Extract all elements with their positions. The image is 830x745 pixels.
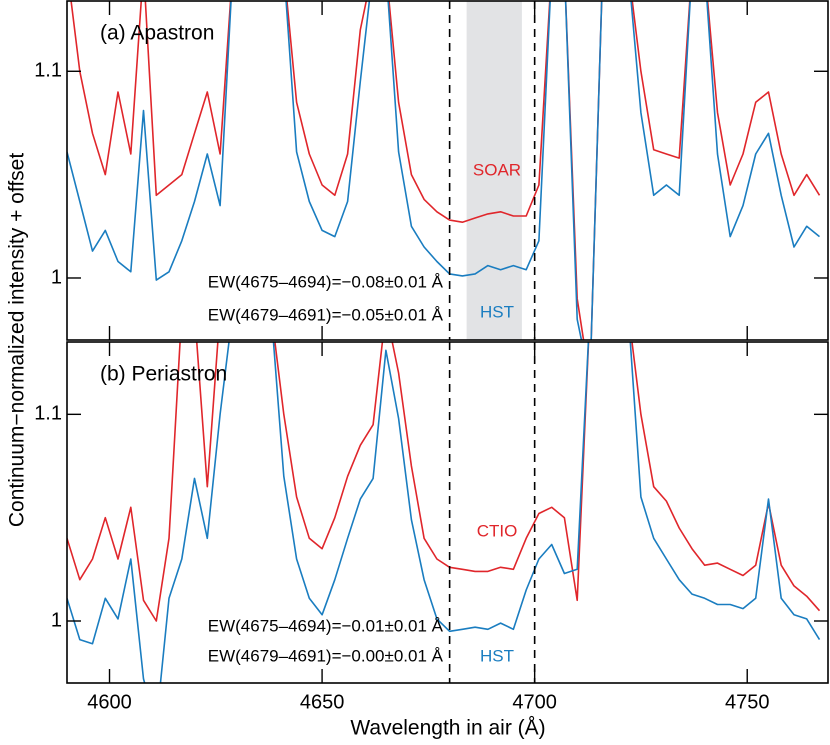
ew-annotation: EW(4679–4691)=−0.05±0.01 Å bbox=[208, 305, 444, 324]
x-tick-label: 4600 bbox=[87, 691, 132, 713]
ew-annotation: EW(4679–4691)=−0.00±0.01 Å bbox=[208, 646, 444, 665]
y-tick-label: 1 bbox=[51, 266, 62, 288]
y-tick-label: 1 bbox=[51, 609, 62, 631]
ew-annotation: EW(4675–4694)=−0.01±0.01 Å bbox=[208, 616, 444, 635]
panel-frame bbox=[66, 0, 829, 341]
y-tick-label: 1.1 bbox=[34, 403, 62, 425]
series-label: SOAR bbox=[473, 160, 521, 179]
series-label: HST bbox=[480, 302, 514, 321]
ew-annotation: EW(4675–4694)=−0.08±0.01 Å bbox=[208, 272, 444, 291]
x-tick-label: 4750 bbox=[725, 691, 770, 713]
spectrum-line bbox=[67, 1, 821, 340]
series-label: CTIO bbox=[477, 521, 518, 540]
plot-area bbox=[67, 1, 821, 340]
y-tick-label: 1.1 bbox=[34, 60, 62, 82]
panel-frame bbox=[66, 341, 829, 684]
x-tick-label: 4700 bbox=[512, 691, 557, 713]
shaded-band bbox=[466, 1, 522, 340]
spectrum-line bbox=[67, 342, 821, 683]
spectrum-line bbox=[70, 1, 821, 340]
series-label: HST bbox=[480, 646, 514, 665]
panel-title: (a) Apastron bbox=[100, 22, 214, 45]
spectrum-line bbox=[67, 342, 821, 622]
panel-title: (b) Periastron bbox=[100, 363, 227, 386]
plot-area bbox=[67, 342, 821, 683]
y-axis-label: Continuum−normalized intensity + offset bbox=[6, 153, 29, 527]
x-tick-label: 4650 bbox=[300, 691, 345, 713]
x-axis-label: Wavelength in air (Å) bbox=[350, 717, 545, 740]
